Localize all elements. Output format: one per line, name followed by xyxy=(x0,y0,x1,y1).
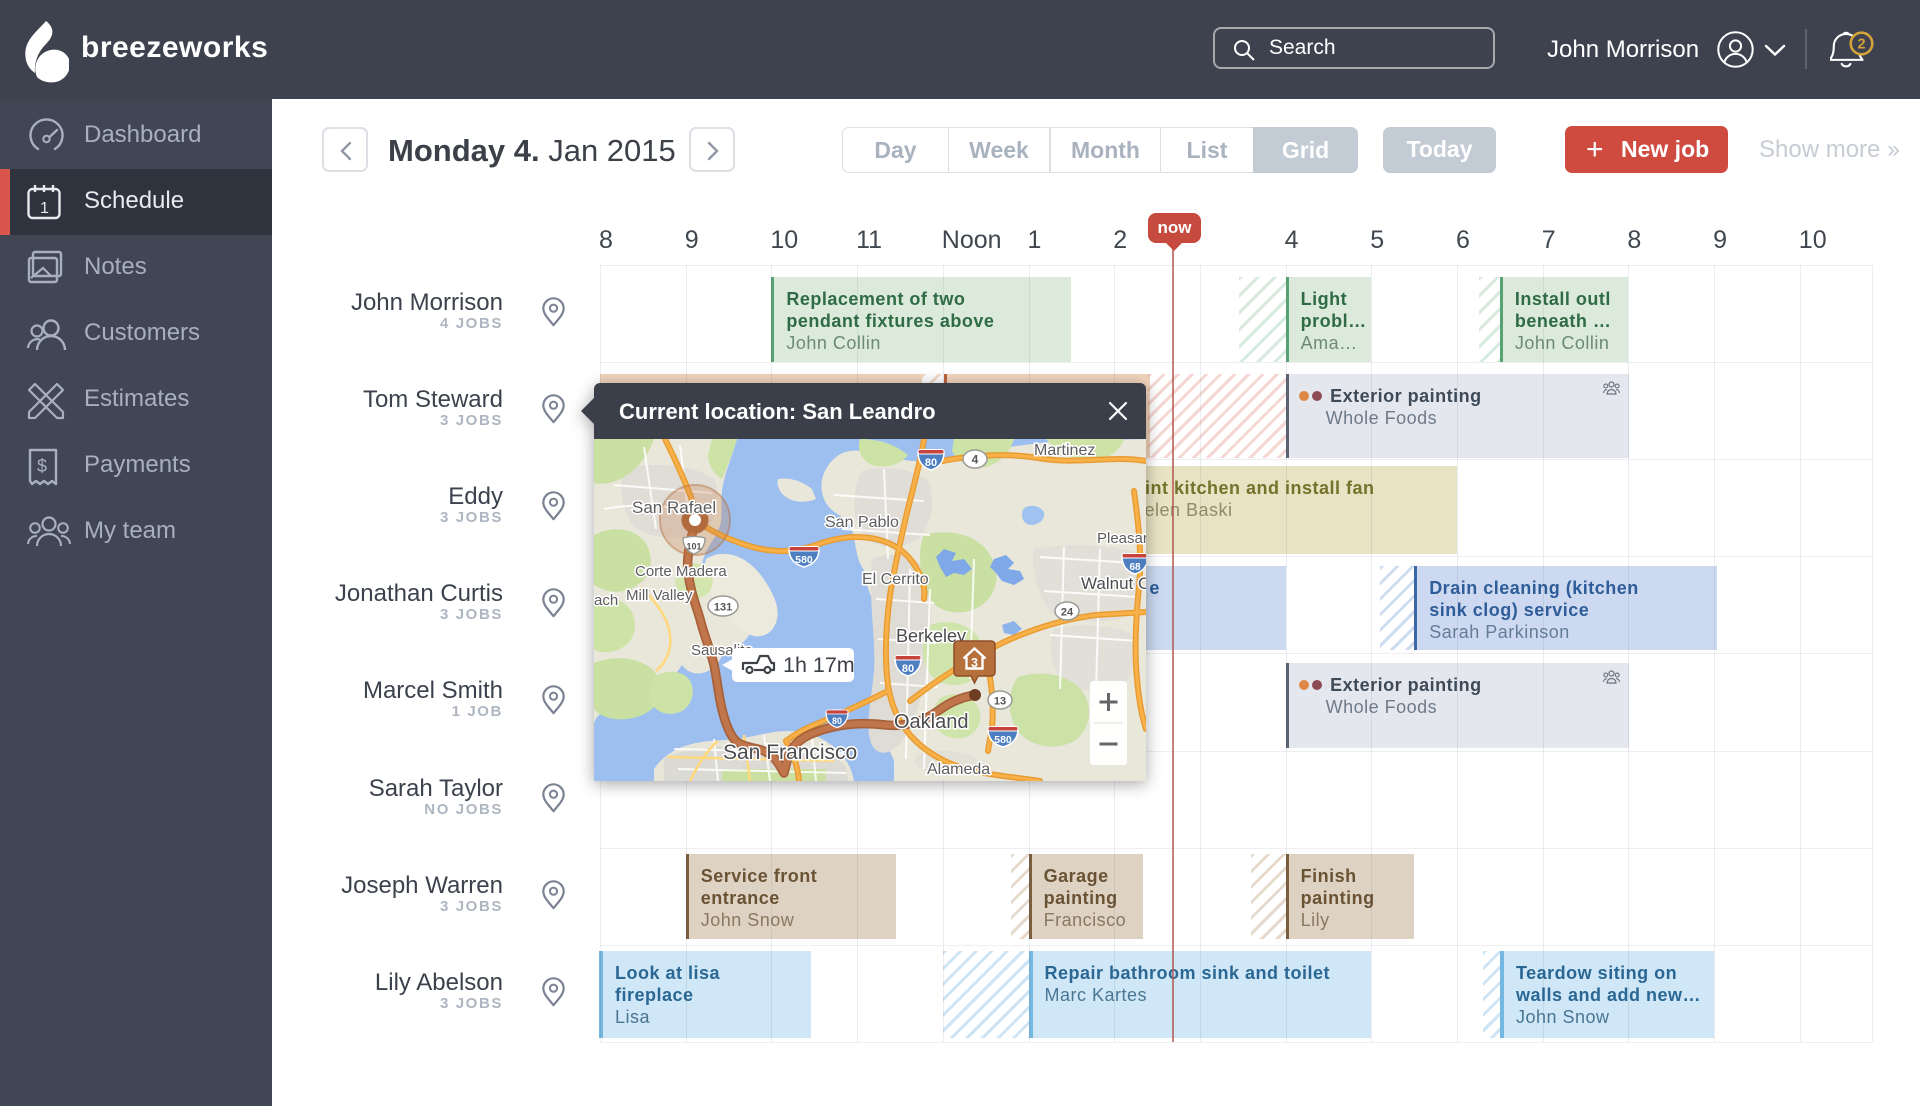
svg-text:80: 80 xyxy=(902,663,914,675)
svg-text:Pleasar: Pleasar xyxy=(1097,530,1146,547)
svg-text:24: 24 xyxy=(1061,607,1074,619)
svg-text:ach: ach xyxy=(594,592,618,609)
svg-text:80: 80 xyxy=(832,716,842,726)
svg-text:580: 580 xyxy=(994,734,1012,746)
svg-text:Walnut C: Walnut C xyxy=(1081,574,1146,593)
svg-text:Corte Madera: Corte Madera xyxy=(635,563,727,580)
svg-text:131: 131 xyxy=(714,602,732,614)
svg-text:4: 4 xyxy=(972,453,979,467)
svg-text:Martinez: Martinez xyxy=(1034,442,1095,459)
svg-text:Berkeley: Berkeley xyxy=(896,626,966,646)
svg-text:80: 80 xyxy=(925,457,937,469)
svg-text:San Pablo: San Pablo xyxy=(825,514,899,531)
svg-text:$: $ xyxy=(37,456,47,476)
svg-text:68: 68 xyxy=(1129,562,1141,573)
svg-text:2: 2 xyxy=(1857,37,1865,53)
svg-text:1: 1 xyxy=(40,200,49,217)
svg-text:13: 13 xyxy=(994,696,1006,708)
svg-text:3: 3 xyxy=(971,656,978,670)
svg-text:Mill Valley: Mill Valley xyxy=(626,587,693,604)
svg-text:580: 580 xyxy=(795,554,813,566)
svg-text:101: 101 xyxy=(686,542,701,552)
svg-text:San Rafael: San Rafael xyxy=(632,498,716,517)
svg-text:El Cerrito: El Cerrito xyxy=(862,571,929,588)
svg-text:Alameda: Alameda xyxy=(927,761,990,778)
svg-text:San Francisco: San Francisco xyxy=(723,741,857,764)
svg-text:Oakland: Oakland xyxy=(894,711,969,733)
svg-text:1h 17m: 1h 17m xyxy=(783,653,855,677)
